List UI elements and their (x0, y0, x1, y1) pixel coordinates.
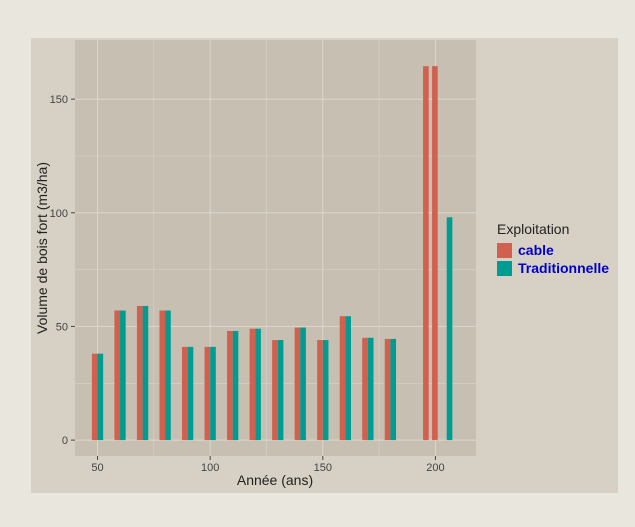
bar-traditionnelle (165, 310, 171, 441)
bar-traditionnelle (345, 316, 351, 441)
bar-cable (182, 346, 188, 441)
axes: 0 50 100 150 50 100 150 200 (50, 94, 445, 474)
bar-cable (249, 328, 256, 441)
bar-traditionnelle (210, 346, 216, 441)
x-tick-label: 50 (91, 462, 103, 474)
x-tick-label: 100 (201, 462, 219, 474)
bar-cable (204, 346, 211, 441)
bar-traditionnelle (446, 217, 453, 441)
bar-traditionnelle (367, 337, 374, 441)
bar-cable (159, 310, 166, 441)
legend-title: Exploitation (497, 221, 569, 237)
bars (91, 66, 453, 441)
bar-cable (294, 327, 301, 441)
bar-cable (339, 316, 346, 441)
bar-cable (362, 337, 368, 441)
y-tick-label: 100 (50, 208, 68, 220)
bar-cable (227, 330, 233, 441)
bar-cable (114, 310, 121, 441)
bar-traditionnelle (300, 327, 306, 441)
x-axis-label: Année (ans) (237, 472, 313, 488)
bar-traditionnelle (120, 310, 126, 441)
bar-traditionnelle (97, 353, 104, 441)
bar-traditionnelle (142, 305, 149, 441)
bar-cable (272, 340, 278, 441)
bar-cable (91, 353, 98, 441)
legend-key-cable (497, 243, 512, 258)
x-tick-label: 150 (314, 462, 332, 474)
bar-traditionnelle (187, 346, 194, 441)
legend-label-cable: cable (518, 242, 554, 258)
bar-traditionnelle (232, 330, 239, 441)
y-axis-label: Volume de bois fort (m3/ha) (34, 162, 50, 334)
legend: Exploitation cable Traditionnelle (497, 221, 609, 276)
bar-traditionnelle (322, 340, 329, 441)
bar-cable (136, 305, 143, 441)
bar-cable (384, 338, 391, 441)
bar-traditionnelle (255, 328, 261, 441)
bar-traditionnelle (277, 340, 284, 441)
bar-cable (432, 66, 438, 441)
y-tick-label: 50 (56, 321, 68, 333)
legend-key-traditionnelle (497, 261, 512, 276)
x-tick-label: 200 (426, 462, 444, 474)
legend-label-traditionnelle: Traditionnelle (518, 260, 609, 276)
bar-cable (423, 66, 429, 441)
bar-traditionnelle (390, 338, 397, 441)
y-tick-label: 0 (62, 435, 68, 447)
bar-cable (317, 340, 323, 441)
y-tick-label: 150 (50, 94, 68, 106)
